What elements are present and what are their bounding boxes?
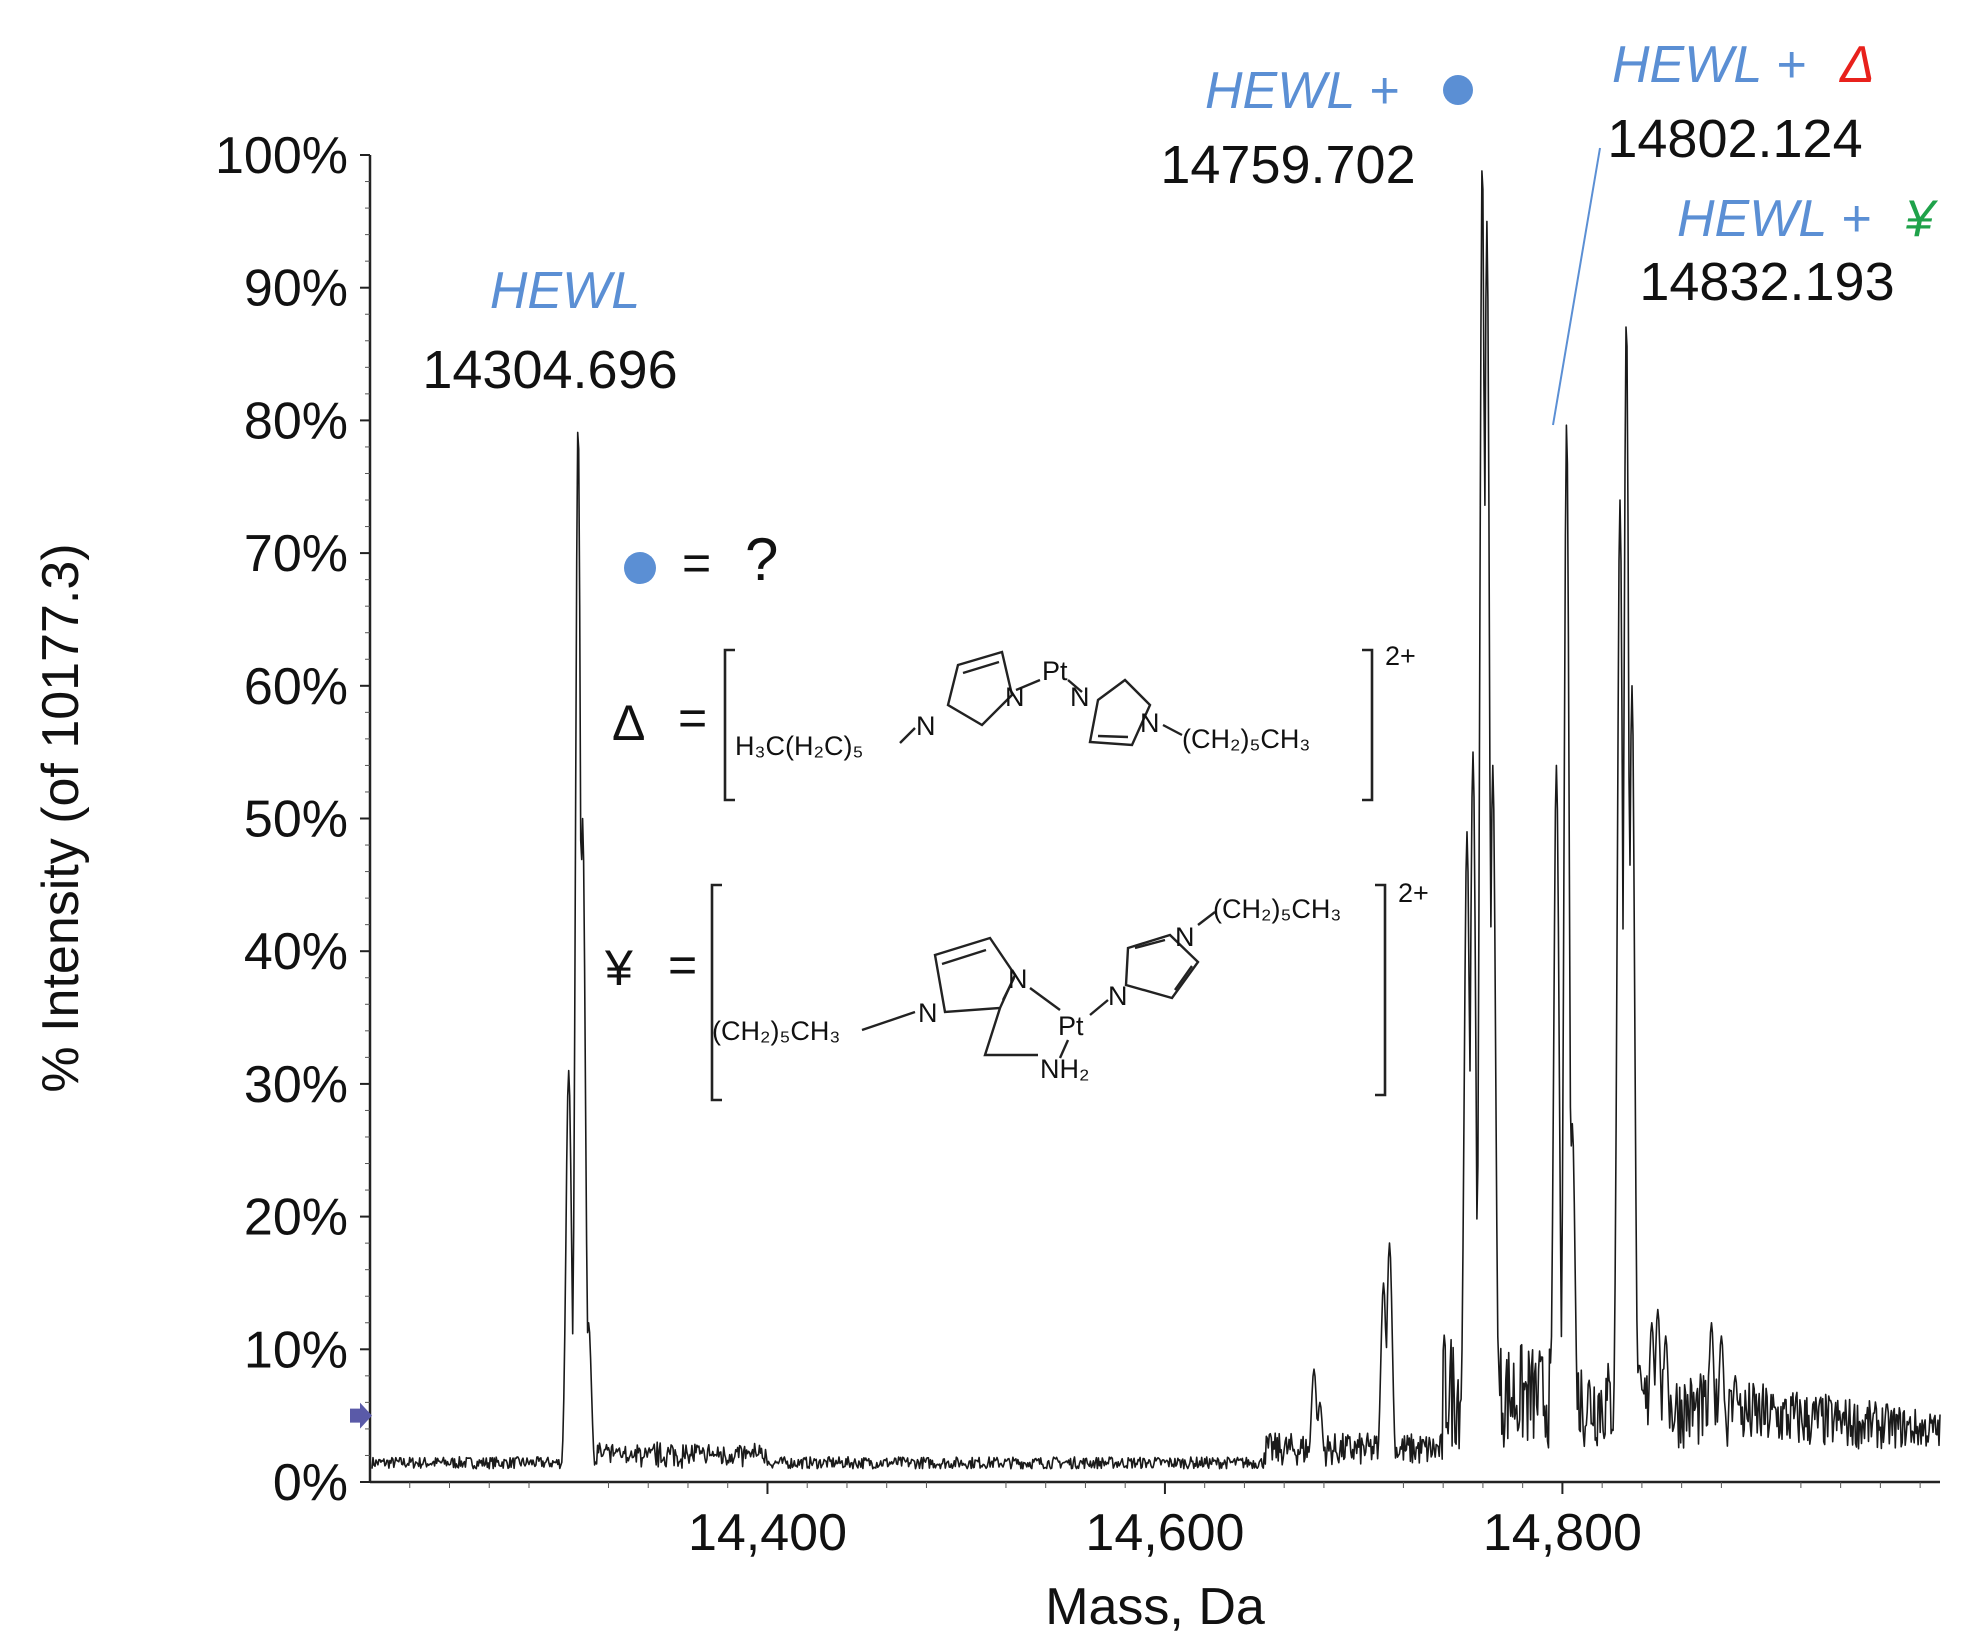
- yen-ring-left-double-bond-2: [1001, 977, 1016, 1001]
- delta-bracket-left: [723, 648, 735, 802]
- yen-n2: N: [1008, 964, 1028, 994]
- peak-name-hewl-dot: HEWL +: [1205, 62, 1399, 120]
- x-tick-label: 14,400: [688, 1504, 847, 1562]
- yen-n1: N: [918, 998, 938, 1028]
- legend-yen-symbol: ¥: [604, 940, 633, 996]
- y-tick-label: 10%: [244, 1321, 348, 1379]
- delta-imidazole-ring-right: [1088, 678, 1152, 747]
- peak-label-hewl-delta: HEWL + Δ 14802.124: [1552, 36, 1875, 426]
- y-tick-label: 100%: [215, 127, 348, 185]
- yen-ring-right-double-bond-2: [1174, 965, 1193, 991]
- y-tick-label: 0%: [273, 1454, 348, 1512]
- y-tick-label: 90%: [244, 260, 348, 318]
- delta-n3: N: [1070, 682, 1090, 712]
- yen-bond-left-chain: [861, 1010, 916, 1032]
- legend-delta-symbol: Δ: [612, 695, 645, 751]
- delta-bracket-right: [1362, 648, 1374, 802]
- delta-n4: N: [1140, 708, 1160, 738]
- peak-leader-line: [1552, 147, 1601, 426]
- yen-left-group: (CH₂)₅CH₃: [712, 1016, 840, 1046]
- x-tick-label: 14,600: [1085, 1504, 1244, 1562]
- peak-symbol-hewl-yen: ¥: [1905, 190, 1939, 248]
- x-axis-title: Mass, Da: [1045, 1578, 1265, 1636]
- y-tick-label: 20%: [244, 1189, 348, 1247]
- yen-imidazole-ring-left: [933, 936, 1017, 1014]
- yen-n3: N: [1108, 981, 1128, 1011]
- yen-pt: Pt: [1058, 1011, 1084, 1041]
- delta-left-group: H₃C(H₂C)₅: [735, 731, 863, 761]
- delta-n1: N: [916, 711, 936, 741]
- y-tick-label: 80%: [244, 392, 348, 450]
- legend-dot-row: = ?: [624, 526, 778, 593]
- yen-bond-pt-n: [1089, 999, 1109, 1016]
- yen-bond-pt-nh2: [1058, 1039, 1070, 1059]
- legend-dot-value: ?: [745, 526, 778, 593]
- yen-bond-top-chain: [1197, 911, 1216, 926]
- delta-bond-left-chain: [899, 727, 916, 744]
- legend-delta-row: Δ = 2+ N N Pt N N H₃C(H₂C)₅ (CH₂)₅CH₃: [612, 641, 1416, 802]
- yen-imidazole-ring-right: [1124, 933, 1200, 1000]
- yen-ch2-bridge: [983, 1007, 1038, 1057]
- yen-ring-left-double-bond: [941, 948, 987, 966]
- yen-bond-n-pt: [1029, 987, 1061, 1011]
- x-tick-label: 14,800: [1483, 1504, 1642, 1562]
- yen-bracket-left: [710, 883, 722, 1102]
- legend-yen-eq: =: [668, 937, 697, 993]
- legend-yen-row: ¥ = 2+ N N Pt NH₂ N N (CH₂)₅CH₃ (CH₂)₅CH…: [604, 878, 1429, 1102]
- peak-name-hewl: HEWL: [490, 262, 640, 320]
- y-tick-label: 40%: [244, 923, 348, 981]
- baseline-marker-arrow: [350, 1402, 372, 1429]
- y-tick-label: 50%: [244, 791, 348, 849]
- delta-ring-left-double-bond: [962, 660, 1000, 675]
- x-axis-ticks: 14,400 14,600 14,800: [409, 1482, 1921, 1562]
- peak-name-hewl-delta: HEWL +: [1612, 36, 1806, 94]
- delta-charge: 2+: [1385, 641, 1416, 671]
- yen-ring-right-double-bond: [1134, 938, 1166, 950]
- delta-ring-right-double-bond: [1097, 734, 1129, 739]
- yen-charge: 2+: [1398, 878, 1429, 908]
- yen-bracket-right: [1375, 883, 1387, 1097]
- peak-label-hewl: HEWL 14304.696: [422, 262, 677, 400]
- delta-right-group: (CH₂)₅CH₃: [1182, 724, 1310, 754]
- peak-symbol-hewl-delta: Δ: [1838, 36, 1875, 94]
- spectrum-series-line: [371, 170, 1941, 1470]
- delta-imidazole-ring-left: [946, 650, 1014, 727]
- delta-pt: Pt: [1042, 656, 1068, 686]
- y-tick-label: 70%: [244, 525, 348, 583]
- peak-label-hewl-yen: HEWL + ¥ 14832.193: [1639, 190, 1939, 312]
- y-tick-label: 60%: [244, 658, 348, 716]
- peak-mass-hewl: 14304.696: [422, 340, 677, 400]
- delta-n2: N: [1005, 682, 1025, 712]
- peak-mass-hewl-dot: 14759.702: [1160, 135, 1415, 195]
- peak-mass-hewl-yen: 14832.193: [1639, 252, 1894, 312]
- peak-label-hewl-dot: HEWL + ● 14759.702: [1160, 62, 1473, 195]
- yen-top-group: (CH₂)₅CH₃: [1213, 894, 1341, 924]
- legend-delta-eq: =: [678, 690, 707, 746]
- delta-bond-right-chain: [1162, 723, 1183, 737]
- y-axis-ticks: 0% 10% 20% 30% 40% 50% 60% 70% 80% 90% 100%: [215, 127, 370, 1512]
- legend-dot-icon: [624, 552, 656, 584]
- delta-bond-pt-n: [1067, 679, 1083, 693]
- dot-symbol-icon: [1443, 75, 1473, 105]
- yen-nh2: NH₂: [1040, 1054, 1089, 1084]
- legend-dot-eq: =: [682, 535, 711, 591]
- peak-name-hewl-yen: HEWL +: [1677, 190, 1871, 248]
- yen-n4: N: [1175, 922, 1195, 952]
- peak-mass-hewl-delta: 14802.124: [1607, 109, 1862, 169]
- delta-bond-n-pt: [1015, 678, 1041, 692]
- y-axis-title: % Intensity (of 10177.3): [32, 543, 90, 1092]
- y-tick-label: 30%: [244, 1056, 348, 1114]
